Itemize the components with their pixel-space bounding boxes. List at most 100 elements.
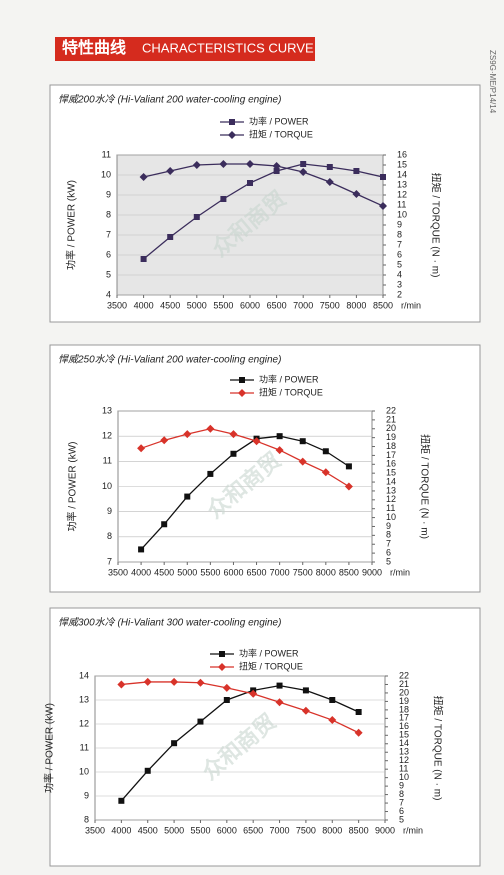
legend-marker bbox=[219, 651, 225, 657]
y2-tick-label: 12 bbox=[397, 189, 407, 199]
data-point bbox=[344, 482, 353, 491]
data-point bbox=[298, 457, 307, 466]
data-point bbox=[160, 436, 169, 445]
data-point bbox=[355, 709, 362, 715]
data-point bbox=[380, 174, 386, 180]
data-point bbox=[196, 678, 205, 687]
legend-label: 功率 / POWER bbox=[239, 647, 299, 658]
data-point bbox=[171, 740, 178, 747]
series-line bbox=[140, 435, 350, 550]
y2-axis-label: 扭矩 / TORQUE (N · m) bbox=[429, 173, 442, 278]
data-point bbox=[197, 718, 204, 725]
x-tick-label: 8000 bbox=[346, 300, 366, 310]
x-tick-label: 4000 bbox=[131, 567, 151, 577]
x-tick-label: 6000 bbox=[223, 567, 243, 577]
x-tick-label: 4500 bbox=[154, 567, 174, 577]
data-point bbox=[273, 168, 280, 174]
x-tick-label: 5000 bbox=[187, 300, 207, 310]
y2-tick-label: 8 bbox=[399, 789, 404, 799]
y2-tick-label: 11 bbox=[386, 503, 395, 513]
data-point bbox=[170, 677, 179, 686]
y2-tick-label: 5 bbox=[386, 556, 391, 566]
y-tick-label: 10 bbox=[79, 766, 89, 776]
y-tick-label: 13 bbox=[102, 405, 112, 415]
legend-marker bbox=[229, 119, 235, 125]
x-tick-label: 5000 bbox=[164, 825, 184, 835]
y-tick-label: 8 bbox=[84, 814, 89, 824]
x-tick-label: 7000 bbox=[293, 300, 313, 310]
x-tick-label: 9000 bbox=[375, 825, 395, 835]
x-tick-label: 6500 bbox=[243, 825, 263, 835]
y2-tick-label: 19 bbox=[386, 432, 396, 442]
y2-tick-label: 10 bbox=[397, 209, 407, 219]
header-title-cn: 特性曲线 bbox=[62, 38, 126, 57]
x-tick-label: 6000 bbox=[217, 825, 237, 835]
y-tick-label: 11 bbox=[80, 742, 89, 752]
data-point bbox=[219, 160, 228, 168]
y2-tick-label: 6 bbox=[399, 806, 404, 816]
y-tick-label: 12 bbox=[102, 431, 112, 441]
y2-tick-label: 5 bbox=[399, 814, 404, 824]
legend-label: 扭矩 / TORQUE bbox=[249, 128, 313, 139]
x-tick-label: 5500 bbox=[190, 825, 210, 835]
y2-tick-label: 10 bbox=[386, 512, 396, 522]
data-point bbox=[379, 202, 387, 210]
y-tick-label: 10 bbox=[102, 481, 112, 491]
data-point bbox=[249, 689, 258, 698]
y2-tick-label: 18 bbox=[386, 441, 396, 451]
y2-tick-label: 8 bbox=[397, 229, 402, 239]
y2-axis-label: 扭矩 / TORQUE (N · m) bbox=[431, 696, 444, 801]
data-point bbox=[117, 680, 126, 689]
y2-tick-label: 11 bbox=[399, 764, 408, 774]
y2-tick-label: 20 bbox=[386, 423, 396, 433]
header-title-en: CHARACTERISTICS CURVE bbox=[142, 40, 314, 55]
y-tick-label: 12 bbox=[79, 718, 89, 728]
x-tick-label: 5500 bbox=[200, 567, 220, 577]
legend-label: 扭矩 / TORQUE bbox=[259, 386, 323, 397]
data-point bbox=[183, 430, 192, 439]
y2-tick-label: 11 bbox=[397, 199, 406, 209]
x-tick-label: 7000 bbox=[270, 567, 290, 577]
data-point bbox=[167, 234, 174, 240]
data-point bbox=[161, 521, 168, 528]
x-tick-label: 8000 bbox=[316, 567, 336, 577]
x-tick-label: 8500 bbox=[349, 825, 369, 835]
data-point bbox=[247, 180, 253, 186]
chart-title: 悍威200水冷 (Hi-Valiant 200 water-cooling en… bbox=[58, 94, 281, 106]
y-tick-label: 8 bbox=[107, 531, 112, 541]
data-point bbox=[326, 164, 333, 170]
data-point bbox=[325, 178, 334, 186]
y2-tick-label: 21 bbox=[386, 414, 396, 424]
y-axis-label: 功率 / POWER (kW) bbox=[65, 180, 78, 270]
legend-marker bbox=[228, 131, 236, 139]
data-point bbox=[352, 190, 361, 198]
x-tick-label: 8500 bbox=[373, 300, 393, 310]
x-tick-label: 8000 bbox=[322, 825, 342, 835]
y-tick-label: 8 bbox=[106, 209, 111, 219]
x-tick-label: 7000 bbox=[270, 825, 290, 835]
y2-tick-label: 20 bbox=[399, 687, 409, 697]
y2-tick-label: 15 bbox=[397, 159, 407, 169]
y-tick-label: 10 bbox=[101, 169, 111, 179]
data-point bbox=[184, 493, 191, 500]
data-point bbox=[192, 161, 201, 169]
x-tick-label: 7500 bbox=[320, 300, 340, 310]
y-tick-label: 11 bbox=[103, 456, 112, 466]
side-code: ZS9G·ME/P14/14 bbox=[488, 50, 497, 114]
y2-tick-label: 8 bbox=[386, 530, 391, 540]
series-line bbox=[143, 163, 384, 207]
y2-tick-label: 12 bbox=[399, 755, 409, 765]
y2-tick-label: 14 bbox=[397, 169, 407, 179]
y2-tick-label: 17 bbox=[399, 713, 409, 723]
data-point bbox=[353, 168, 360, 174]
chart-title: 悍威250水冷 (Hi-Valiant 200 water-cooling en… bbox=[58, 354, 281, 366]
y2-tick-label: 16 bbox=[399, 721, 409, 731]
data-point bbox=[252, 437, 261, 446]
data-point bbox=[301, 706, 310, 715]
x-axis-label: r/min bbox=[403, 825, 423, 835]
x-tick-label: 6500 bbox=[267, 300, 287, 310]
data-point bbox=[354, 728, 363, 737]
data-point bbox=[206, 424, 215, 433]
header-band bbox=[55, 37, 315, 61]
